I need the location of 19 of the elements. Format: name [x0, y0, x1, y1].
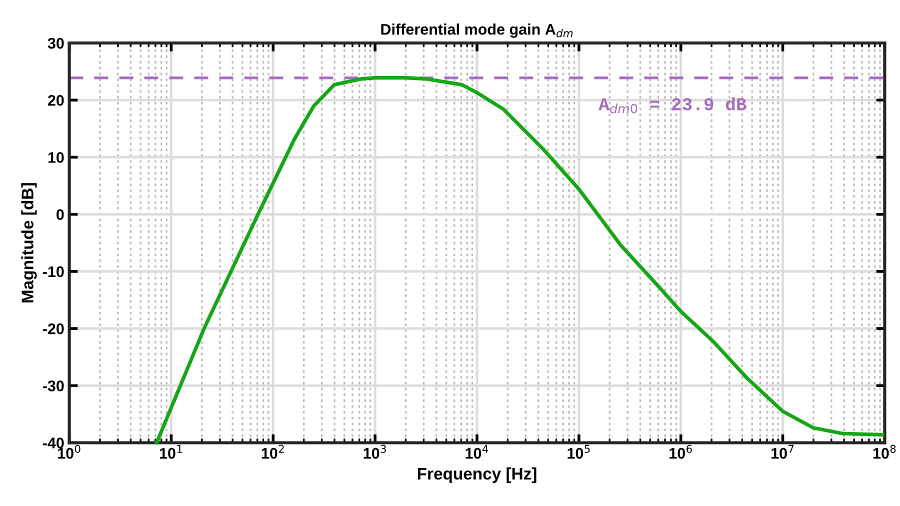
- y-tick-label: 10: [48, 152, 64, 163]
- y-tick-label: -30: [42, 380, 64, 392]
- x-tick-label: 10$^{1}$: [160, 444, 182, 459]
- y-tick-label: -20: [42, 323, 64, 334]
- x-tick-label: 10$^{8}$: [873, 444, 896, 459]
- y-tick-label: 0: [56, 209, 64, 220]
- x-tick-label: 10$^{2}$: [262, 444, 284, 459]
- y-tick-label: 30: [48, 38, 64, 49]
- x-tick-label: 10$^{6}$: [670, 444, 692, 459]
- chart-title: Differential mode gain A$_{dm}$: [381, 24, 573, 38]
- x-tick-label: 10$^{3}$: [364, 444, 386, 459]
- y-tick-label: -10: [42, 266, 64, 278]
- ref-line-label: A$_{dm0}$ = 23.9 dB: [598, 97, 746, 114]
- y-tick-label: 20: [48, 94, 64, 106]
- x-axis-title: Frequency [Hz]: [418, 467, 536, 483]
- y-axis-title: Magnitude [dB]: [21, 183, 37, 302]
- x-tick-label: 10$^{4}$: [466, 444, 488, 459]
- x-tick-label: 10$^{7}$: [772, 444, 794, 459]
- x-tick-label: 10$^{5}$: [568, 444, 590, 459]
